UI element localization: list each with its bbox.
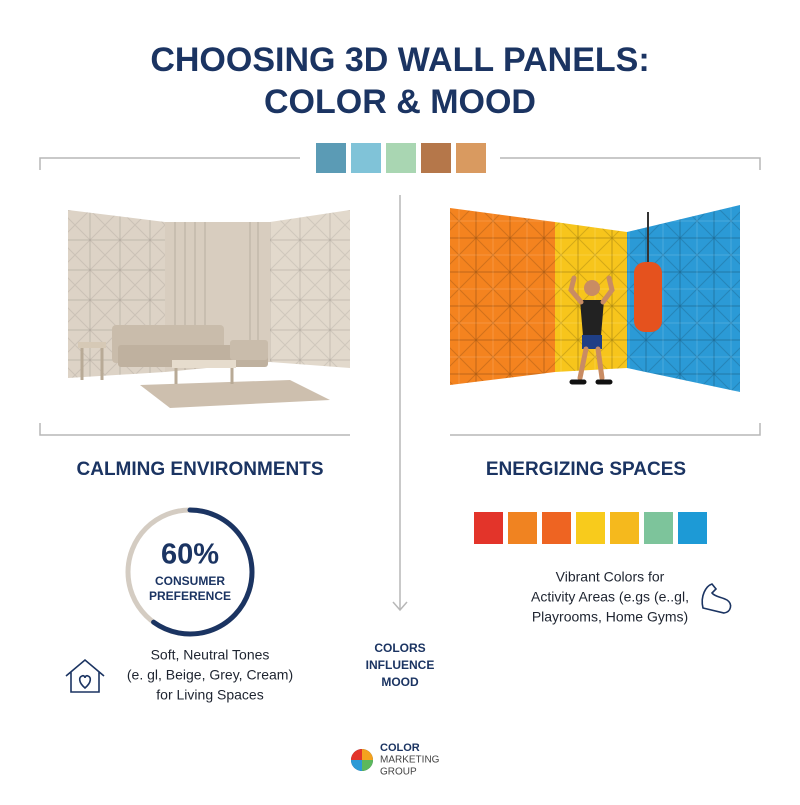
- logo-wedge: [351, 760, 362, 771]
- logo-mark: [351, 749, 373, 771]
- shorts: [582, 335, 602, 349]
- color-swatch: [610, 512, 639, 544]
- logo-wedge: [362, 760, 373, 771]
- gauge: [125, 507, 255, 637]
- house-outline: [65, 658, 105, 693]
- stat-value: 60%: [161, 539, 219, 571]
- side-table-legs: [80, 348, 104, 380]
- description-line: Activity Areas (e.gs (e..gl,: [531, 589, 689, 605]
- wall-tiles: [270, 210, 350, 368]
- coffee-table: [172, 360, 236, 368]
- head: [584, 280, 600, 296]
- description-line: Playrooms, Home Gyms): [532, 609, 688, 625]
- wall-tiles: [450, 208, 555, 385]
- arrow-head: [392, 601, 408, 612]
- center-note: INFLUENCE: [366, 658, 435, 672]
- color-swatch: [386, 143, 416, 173]
- dividers: [39, 157, 761, 612]
- calm-room-illustration: [68, 210, 350, 408]
- divider: [39, 157, 300, 170]
- divider: [39, 423, 350, 436]
- side-table: [78, 342, 106, 348]
- torso: [580, 300, 604, 336]
- logo-text: COLOR: [380, 742, 420, 754]
- palette: [316, 143, 486, 173]
- sofa-chaise: [230, 340, 268, 360]
- description-line: Soft, Neutral Tones: [151, 647, 270, 663]
- description-line: for Living Spaces: [156, 687, 263, 703]
- slat-lines: [174, 222, 206, 371]
- color-swatch: [351, 143, 381, 173]
- title-line: COLOR & MOOD: [264, 83, 536, 121]
- logo-wedge: [351, 749, 362, 760]
- divider: [450, 423, 761, 436]
- palette: [474, 512, 707, 544]
- color-swatch: [474, 512, 503, 544]
- punching-bag: [634, 262, 662, 332]
- color-swatch: [576, 512, 605, 544]
- logo-wedge: [362, 749, 373, 760]
- title-line: CHOOSING 3D WALL PANELS:: [150, 41, 649, 79]
- description-line: Vibrant Colors for: [556, 569, 665, 585]
- arms: [568, 275, 615, 305]
- divider: [500, 157, 761, 170]
- heart: [78, 674, 92, 690]
- color-swatch: [678, 512, 707, 544]
- rug: [140, 380, 330, 408]
- logo-text: GROUP: [380, 767, 417, 778]
- color-swatch: [542, 512, 571, 544]
- section-heading: ENERGIZING SPACES: [486, 459, 686, 480]
- section-heading: CALMING ENVIRONMENTS: [77, 459, 324, 480]
- legs: [577, 346, 605, 381]
- color-swatch: [421, 143, 451, 173]
- wall-tiles: [555, 222, 627, 372]
- table-legs: [174, 368, 234, 384]
- stat-caption: PREFERENCE: [149, 589, 231, 603]
- description-line: (e. gl, Beige, Grey, Cream): [127, 667, 293, 683]
- center-note: MOOD: [381, 675, 419, 689]
- center-note: COLORS: [374, 641, 425, 655]
- athlete: [568, 275, 615, 385]
- color-swatch: [316, 143, 346, 173]
- stat-caption: CONSUMER: [155, 574, 225, 588]
- muscle-icon: [701, 583, 732, 614]
- color-swatch: [644, 512, 673, 544]
- color-swatch: [508, 512, 537, 544]
- gauge-arc: [151, 507, 255, 637]
- color-swatch: [456, 143, 486, 173]
- gym-illustration: [450, 205, 740, 392]
- house-icon: [65, 658, 105, 693]
- wall-tiles: [627, 205, 740, 392]
- logo-text: MARKETING: [380, 755, 440, 766]
